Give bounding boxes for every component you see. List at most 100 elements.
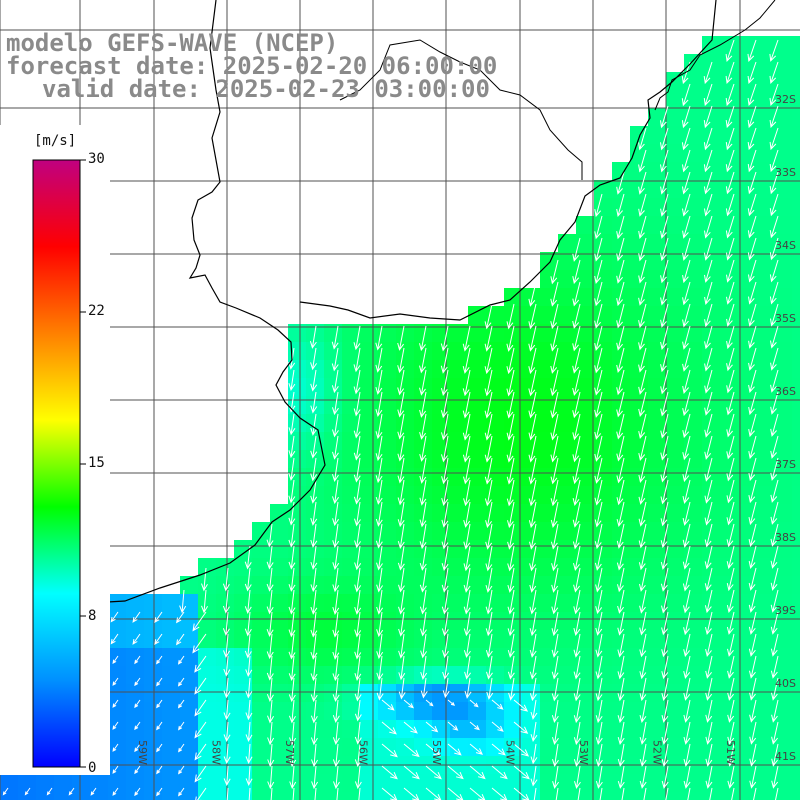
wind-cell <box>198 702 216 720</box>
wind-cell <box>576 792 594 800</box>
wind-arrow <box>354 743 362 768</box>
wind-cell <box>324 414 342 432</box>
wind-arrow <box>594 259 603 285</box>
wind-cell <box>774 504 792 522</box>
wind-arrow <box>770 391 779 415</box>
wind-arrow <box>552 743 559 768</box>
wind-arrow <box>331 325 339 350</box>
wind-arrow <box>748 611 757 635</box>
wind-arrow <box>288 435 296 459</box>
wind-arrow <box>769 171 779 195</box>
wind-cell <box>648 792 666 800</box>
wind-arrow <box>595 743 603 768</box>
wind-cell <box>684 288 702 306</box>
latitude-label: 34S <box>775 239 796 252</box>
wind-cell <box>522 306 540 324</box>
wind-arrow <box>420 611 427 637</box>
wind-cell <box>360 630 378 648</box>
wind-cell <box>774 36 792 54</box>
wind-cell <box>342 576 360 594</box>
wind-arrow <box>177 699 185 709</box>
wind-cell <box>342 360 360 378</box>
wind-arrow <box>491 765 508 780</box>
wind-arrow <box>703 171 713 195</box>
wind-cell <box>252 576 270 594</box>
wind-cell <box>774 216 792 234</box>
wind-arrow <box>617 567 625 593</box>
wind-cell <box>450 324 468 342</box>
wind-cell <box>522 342 540 360</box>
wind-cell <box>306 576 324 594</box>
wind-cell <box>522 396 540 414</box>
wind-cell <box>612 324 630 342</box>
wind-cell <box>684 774 702 792</box>
wind-arrow <box>528 347 537 375</box>
wind-cell <box>342 702 360 720</box>
wind-arrow <box>552 765 560 790</box>
wind-arrow <box>639 765 647 789</box>
wind-cell <box>288 378 306 396</box>
wind-arrow <box>703 127 713 151</box>
wind-cell <box>198 792 216 800</box>
wind-cell <box>684 414 702 432</box>
wind-cell <box>684 144 702 162</box>
wind-cell <box>324 396 342 414</box>
wind-arrow <box>223 721 231 743</box>
wind-arrow <box>179 589 187 614</box>
wind-cell <box>378 702 396 720</box>
wind-cell <box>630 306 648 324</box>
wind-arrow <box>442 633 449 659</box>
wind-cell <box>774 270 792 288</box>
wind-arrow <box>683 611 691 636</box>
wind-arrow <box>447 743 462 756</box>
wind-arrow <box>661 655 669 680</box>
wind-cell <box>612 576 630 594</box>
wind-cell <box>612 702 630 720</box>
wind-cell <box>468 684 486 702</box>
wind-arrow <box>551 677 559 702</box>
wind-cell <box>180 666 198 684</box>
wind-arrow <box>529 633 537 658</box>
wind-arrow <box>530 699 538 720</box>
latitude-label: 33S <box>775 166 796 179</box>
wind-cell <box>450 594 468 612</box>
wind-arrow <box>289 743 297 768</box>
wind-arrow <box>485 633 493 658</box>
wind-arrow <box>403 743 420 758</box>
wind-arrow <box>462 391 471 419</box>
wind-cell <box>738 504 756 522</box>
wind-arrow <box>682 369 691 395</box>
wind-arrow <box>550 413 559 441</box>
wind-arrow <box>638 391 647 418</box>
wind-arrow <box>769 259 779 283</box>
wind-cell <box>684 486 702 504</box>
wind-arrow <box>507 545 515 572</box>
wind-arrow <box>310 501 318 526</box>
wind-arrow <box>617 589 625 614</box>
longitude-label: 56W <box>357 740 370 765</box>
wind-cell <box>630 522 648 540</box>
wind-cell <box>324 594 342 612</box>
wind-arrow <box>617 633 625 658</box>
wind-cell <box>684 666 702 684</box>
wind-cell <box>792 594 800 612</box>
wind-cell <box>144 720 162 738</box>
wind-arrow <box>683 589 691 614</box>
wind-arrow <box>660 545 669 570</box>
wind-cell <box>216 558 234 576</box>
wind-cell <box>558 522 576 540</box>
wind-cell <box>450 612 468 630</box>
wind-arrow <box>682 259 691 284</box>
wind-cell <box>108 666 126 684</box>
latitude-label: 37S <box>775 458 796 471</box>
wind-cell <box>792 234 800 252</box>
wind-cell <box>666 252 684 270</box>
wind-arrow <box>513 743 530 757</box>
wind-arrow <box>484 303 493 330</box>
wind-arrow <box>419 567 427 593</box>
wind-arrow <box>419 545 427 571</box>
wind-cell <box>450 486 468 504</box>
wind-cell <box>558 738 576 756</box>
wind-arrow <box>132 611 141 623</box>
latitude-label: 36S <box>775 385 796 398</box>
